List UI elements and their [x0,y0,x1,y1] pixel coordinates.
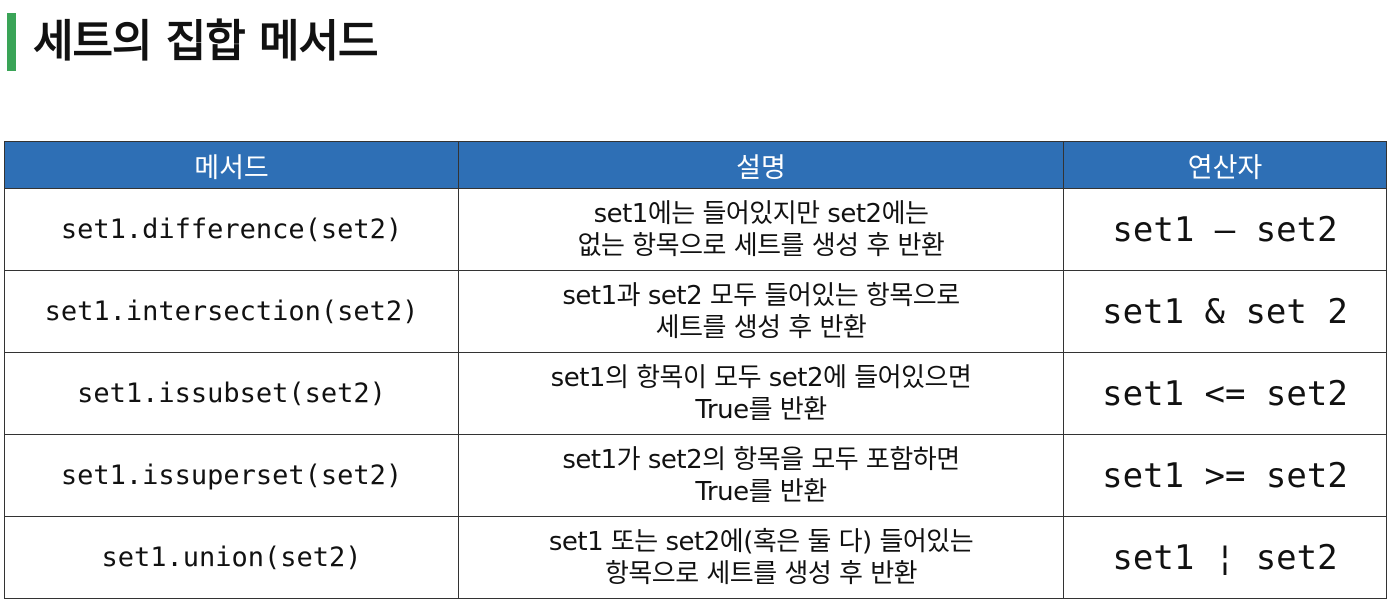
description-cell: set1가 set2의 항목을 모두 포함하면 True를 반환 [458,434,1064,517]
description-line: set1가 set2의 항목을 모두 포함하면 [562,444,960,475]
description-cell: set1에는 들어있지만 set2에는 없는 항목으로 세트를 생성 후 반환 [458,188,1064,271]
description-line: set1에는 들어있지만 set2에는 [593,198,929,229]
description-line: 없는 항목으로 세트를 생성 후 반환 [577,230,945,261]
description-line: 세트를 생성 후 반환 [655,312,867,343]
description-line: set1 또는 set2에(혹은 둘 다) 들어있는 [548,526,974,557]
header-operator: 연산자 [1063,141,1387,189]
header-method: 메서드 [4,141,459,189]
description-cell: set1의 항목이 모두 set2에 들어있으면 True를 반환 [458,352,1064,435]
operator-cell: set1 ¦ set2 [1063,516,1387,599]
operator-cell: set1 <= set2 [1063,352,1387,435]
description-line: 항목으로 세트를 생성 후 반환 [604,558,918,589]
method-cell: set1.issubset(set2) [4,352,459,435]
header-description: 설명 [458,141,1064,189]
description-line: set1과 set2 모두 들어있는 항목으로 [562,280,960,311]
table-row: set1.issuperset(set2) set1가 set2의 항목을 모두… [4,434,1387,517]
operator-cell: set1 >= set2 [1063,434,1387,517]
table-row: set1.intersection(set2) set1과 set2 모두 들어… [4,270,1387,353]
table-header-row: 메서드 설명 연산자 [4,141,1387,189]
description-line: set1의 항목이 모두 set2에 들어있으면 [550,362,972,393]
table-row: set1.difference(set2) set1에는 들어있지만 set2에… [4,188,1387,271]
description-line: True를 반환 [695,476,827,507]
method-cell: set1.difference(set2) [4,188,459,271]
title-block: 세트의 집합 메서드 [7,12,378,72]
table-row: set1.union(set2) set1 또는 set2에(혹은 둘 다) 들… [4,516,1387,599]
method-cell: set1.union(set2) [4,516,459,599]
method-cell: set1.issuperset(set2) [4,434,459,517]
set-methods-table: 메서드 설명 연산자 set1.difference(set2) set1에는 … [4,141,1387,599]
page-title: 세트의 집합 메서드 [33,16,378,67]
description-cell: set1 또는 set2에(혹은 둘 다) 들어있는 항목으로 세트를 생성 후… [458,516,1064,599]
title-accent-bar [7,13,16,71]
method-cell: set1.intersection(set2) [4,270,459,353]
operator-cell: set1 & set 2 [1063,270,1387,353]
description-cell: set1과 set2 모두 들어있는 항목으로 세트를 생성 후 반환 [458,270,1064,353]
table-row: set1.issubset(set2) set1의 항목이 모두 set2에 들… [4,352,1387,435]
description-line: True를 반환 [695,394,827,425]
operator-cell: set1 – set2 [1063,188,1387,271]
